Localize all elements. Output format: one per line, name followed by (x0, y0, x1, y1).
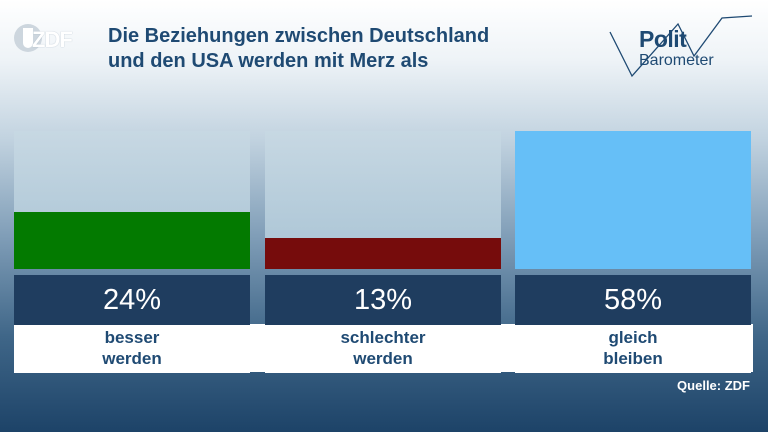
politbarometer-word-polit: Polit (639, 26, 687, 52)
category-label-1-line-1: besser (104, 328, 160, 347)
zdf-logo-mark-icon (14, 24, 42, 52)
value-label-3: 58% (515, 275, 751, 325)
category-label-2-line-2: werden (353, 349, 413, 368)
politbarometer-zigzag-icon (609, 15, 753, 78)
category-label-3-line-2: bleiben (603, 349, 663, 368)
value-label-2: 13% (265, 275, 501, 325)
category-label-1-line-2: werden (102, 349, 162, 368)
category-label-2: schlechter werden (265, 325, 501, 373)
chart-title-line-2: und den USA werden mit Merz als (108, 50, 429, 72)
category-label-3-line-1: gleich (608, 328, 658, 347)
bar-schlechter-werden (265, 238, 501, 269)
bar-column-2: 13% schlechter werden (265, 131, 501, 373)
bar-column-3: 58% gleich bleiben (515, 131, 751, 373)
category-label-2-line-1: schlechter (340, 328, 426, 347)
zdf-logo-text: ZDF (32, 27, 73, 52)
value-label-1: 24% (14, 275, 250, 325)
bar-track-1 (14, 131, 250, 269)
source-note: Quelle: ZDF (677, 378, 750, 393)
category-label-1: besser werden (14, 325, 250, 373)
chart-title: Die Beziehungen zwischen Deutschland und… (108, 24, 568, 74)
bar-track-3 (515, 131, 751, 269)
category-label-3: gleich bleiben (515, 325, 751, 373)
chart-title-line-1: Die Beziehungen zwischen Deutschland (108, 25, 490, 47)
zdf-logo: ZDF (14, 24, 80, 52)
bar-besser-werden (14, 211, 250, 269)
politbarometer-logo: Polit Barometer (606, 14, 754, 80)
bar-gleich-bleiben (515, 131, 751, 269)
politbarometer-word-barometer: Barometer (639, 52, 714, 69)
bar-column-1: 24% besser werden (14, 131, 250, 373)
bar-track-2 (265, 131, 501, 269)
